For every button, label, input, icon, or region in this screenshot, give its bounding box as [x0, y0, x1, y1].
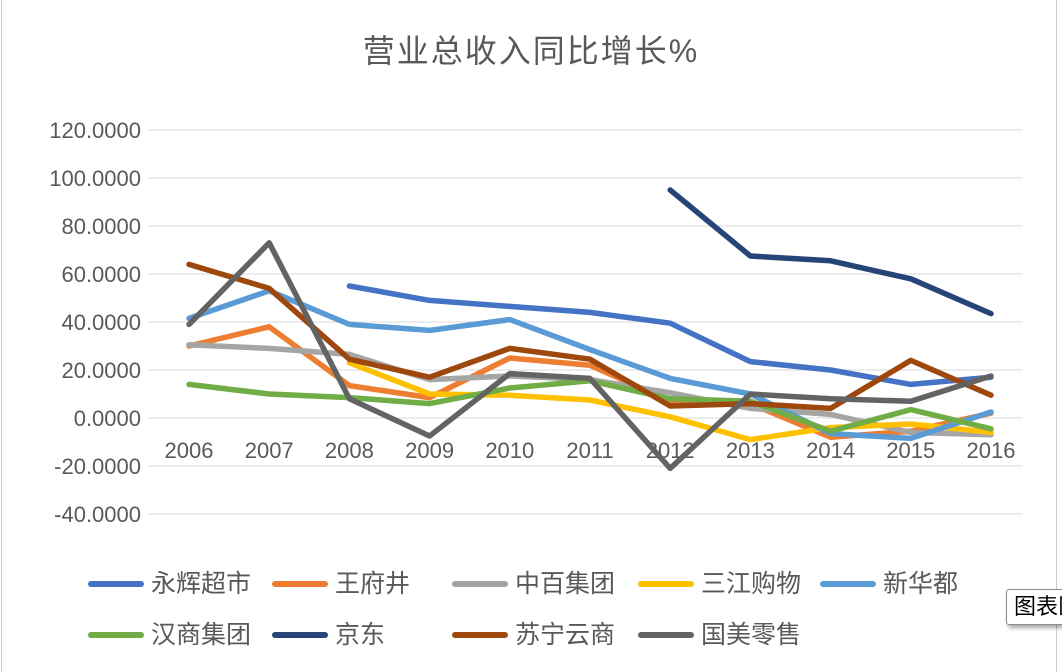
x-axis-tick-label: 2016 — [967, 438, 1016, 463]
legend-swatch-hanshang — [88, 632, 144, 638]
y-axis-tick-label: -20.0000 — [54, 454, 141, 479]
series-line-jingdong[interactable] — [667, 187, 994, 317]
y-axis-tick-label: 120.0000 — [49, 118, 141, 143]
y-axis-labels: 120.0000 100.0000 80.0000 60.0000 40.0000 20.… — [49, 118, 141, 527]
legend-item-wangfujing[interactable]: 王府井 — [272, 569, 410, 599]
x-axis-tick-label: 2010 — [485, 438, 534, 463]
legend-item-suning[interactable]: 苏宁云商 — [452, 620, 615, 650]
x-axis-tick-label: 2007 — [245, 438, 294, 463]
y-axis-tick-label: -40.0000 — [54, 502, 141, 527]
series-line-xinhuadu[interactable] — [186, 288, 994, 442]
legend-swatch-gome — [638, 632, 694, 638]
chart-area-tooltip: 图表区 — [1006, 589, 1062, 625]
x-axis-tick-label: 2011 — [566, 438, 613, 463]
legend-label-suning: 苏宁云商 — [515, 621, 616, 649]
legend-label-wangfujing: 王府井 — [335, 570, 411, 598]
series-line-gome[interactable] — [186, 240, 994, 472]
legend-item-zhongbai[interactable]: 中百集团 — [452, 569, 615, 599]
x-axis-labels: 2006 2007 2008 2009 2010 2011 2012 2013 2014 2015… — [165, 438, 1016, 463]
y-axis-tick-label: 0.0000 — [74, 406, 141, 431]
legend-item-sanjiang[interactable]: 三江购物 — [638, 569, 801, 599]
legend-swatch-xinhuadu — [820, 581, 876, 587]
legend-label-zhongbai: 中百集团 — [515, 570, 616, 598]
chart-title: 营业总收入同比增长% — [362, 33, 700, 69]
x-axis-tick-label: 2015 — [886, 438, 935, 463]
legend-swatch-wangfujing — [272, 581, 328, 587]
legend-item-hanshang[interactable]: 汉商集团 — [88, 620, 251, 650]
x-axis-tick-label: 2014 — [806, 438, 855, 463]
legend-label-yonghui: 永辉超市 — [151, 570, 252, 598]
x-axis-tick-label: 2006 — [165, 438, 214, 463]
legend-label-gome: 国美零售 — [701, 621, 802, 649]
series-line-sanjiang[interactable] — [346, 360, 994, 443]
x-axis-tick-label: 2009 — [405, 438, 454, 463]
legend-swatch-sanjiang — [638, 581, 694, 587]
legend-swatch-jingdong — [272, 632, 328, 638]
legend-swatch-yonghui — [88, 581, 144, 587]
y-axis-tick-label: 20.0000 — [61, 358, 141, 383]
legend-swatch-zhongbai — [452, 581, 508, 587]
legend-label-jingdong: 京东 — [335, 621, 386, 649]
legend-swatch-suning — [452, 632, 508, 638]
right-window-border — [1056, 0, 1057, 672]
y-axis-tick-label: 40.0000 — [61, 310, 141, 335]
y-axis-tick-label: 60.0000 — [61, 262, 141, 287]
legend-label-hanshang: 汉商集团 — [151, 621, 252, 649]
series-line-suning[interactable] — [186, 261, 994, 412]
legend-item-yonghui[interactable]: 永辉超市 — [88, 569, 251, 599]
legend-label-xinhuadu: 新华都 — [883, 570, 959, 598]
legend-item-jingdong[interactable]: 京东 — [272, 620, 385, 650]
legend-label-sanjiang: 三江购物 — [701, 570, 802, 598]
gridlines — [149, 129, 1022, 515]
y-axis-tick-label: 100.0000 — [49, 166, 141, 191]
y-axis-tick-label: 80.0000 — [61, 214, 141, 239]
legend-item-gome[interactable]: 国美零售 — [638, 620, 801, 650]
legend-item-xinhuadu[interactable]: 新华都 — [820, 569, 958, 599]
x-axis-tick-label: 2008 — [325, 438, 374, 463]
left-window-border — [1, 0, 2, 672]
